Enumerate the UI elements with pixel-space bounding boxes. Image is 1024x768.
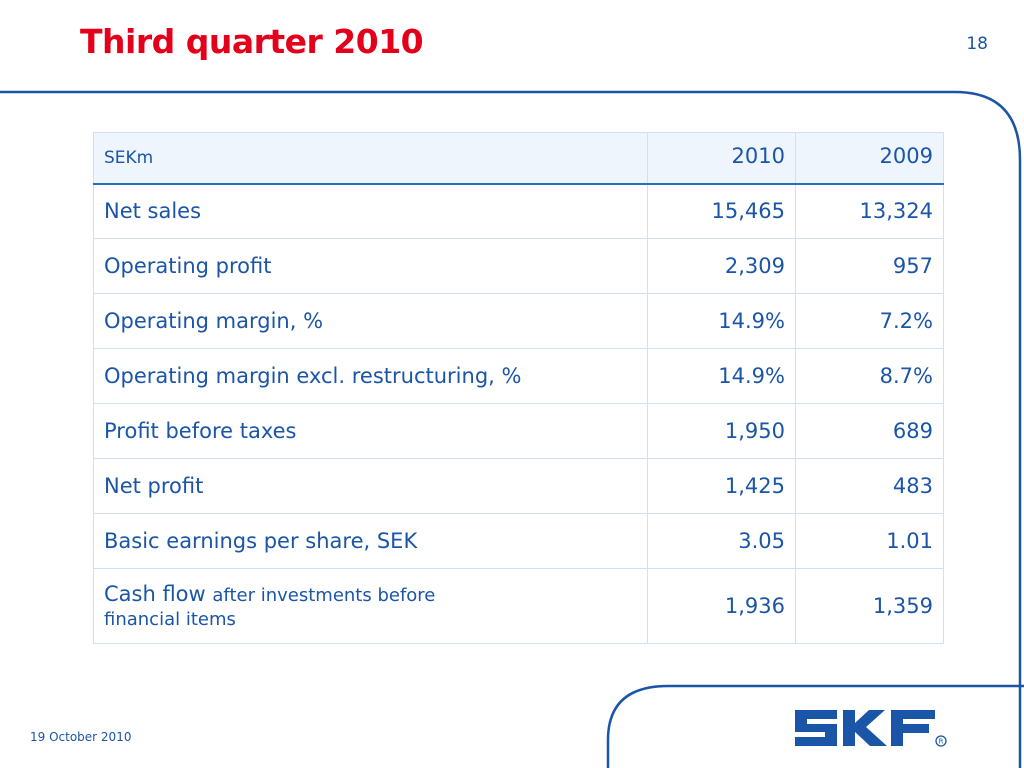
value-2010: 1,425	[647, 458, 796, 514]
value-2009: 7.2%	[795, 293, 944, 349]
table-row: Profit before taxes 1,950 689	[93, 403, 944, 459]
skf-logo: R	[795, 710, 947, 747]
table-row: Basic earnings per share, SEK 3.05 1.01	[93, 513, 944, 569]
table-row: Net sales 15,465 13,324	[93, 183, 944, 239]
header-2009: 2009	[795, 132, 944, 185]
value-2009: 8.7%	[795, 348, 944, 404]
cash-flow-label-sub1: after investments before	[212, 585, 436, 606]
value-2009: 1.01	[795, 513, 944, 569]
header-2010: 2010	[647, 132, 796, 185]
value-2010: 3.05	[647, 513, 796, 569]
table-row: Net profit 1,425 483	[93, 458, 944, 514]
page-number: 18	[966, 34, 988, 54]
slide-date: 19 October 2010	[30, 730, 132, 744]
row-label: Operating margin excl. restructuring, %	[93, 348, 648, 404]
value-2010: 14.9%	[647, 348, 796, 404]
cash-flow-label: Cash flow after investments before finan…	[93, 568, 648, 644]
table-row: Operating profit 2,309 957	[93, 238, 944, 294]
table-row: Operating margin excl. restructuring, % …	[93, 348, 944, 404]
value-2009: 483	[795, 458, 944, 514]
value-2010: 14.9%	[647, 293, 796, 349]
value-2009: 13,324	[795, 183, 944, 239]
cash-flow-label-sub2: financial items	[104, 609, 236, 630]
financial-table: SEKm 2010 2009 Net sales 15,465 13,324 O…	[93, 132, 944, 644]
table-header-row: SEKm 2010 2009	[93, 132, 944, 185]
value-2009: 689	[795, 403, 944, 459]
table-row-cash-flow: Cash flow after investments before finan…	[93, 568, 944, 644]
value-2010: 15,465	[647, 183, 796, 239]
cash-flow-label-main: Cash flow	[104, 582, 206, 606]
slide-title: Third quarter 2010	[80, 22, 424, 61]
row-label: Profit before taxes	[93, 403, 648, 459]
value-2010: 2,309	[647, 238, 796, 294]
value-2010: 1,936	[647, 568, 796, 644]
svg-text:R: R	[939, 738, 944, 746]
value-2009: 957	[795, 238, 944, 294]
table-row: Operating margin, % 14.9% 7.2%	[93, 293, 944, 349]
row-label: Operating margin, %	[93, 293, 648, 349]
row-label: Net sales	[93, 183, 648, 239]
header-unit: SEKm	[93, 132, 648, 185]
row-label: Basic earnings per share, SEK	[93, 513, 648, 569]
row-label: Net profit	[93, 458, 648, 514]
row-label: Operating profit	[93, 238, 648, 294]
value-2009: 1,359	[795, 568, 944, 644]
value-2010: 1,950	[647, 403, 796, 459]
